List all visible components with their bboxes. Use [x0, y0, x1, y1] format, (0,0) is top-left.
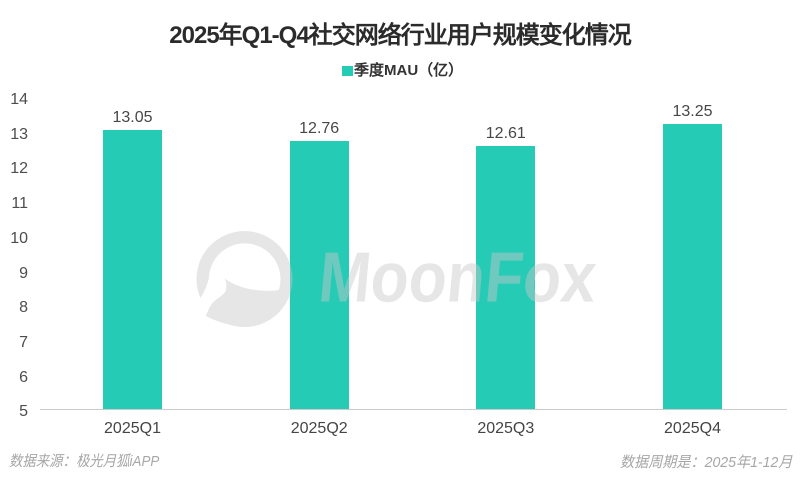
svg-text:MoonFox: MoonFox: [316, 238, 600, 318]
